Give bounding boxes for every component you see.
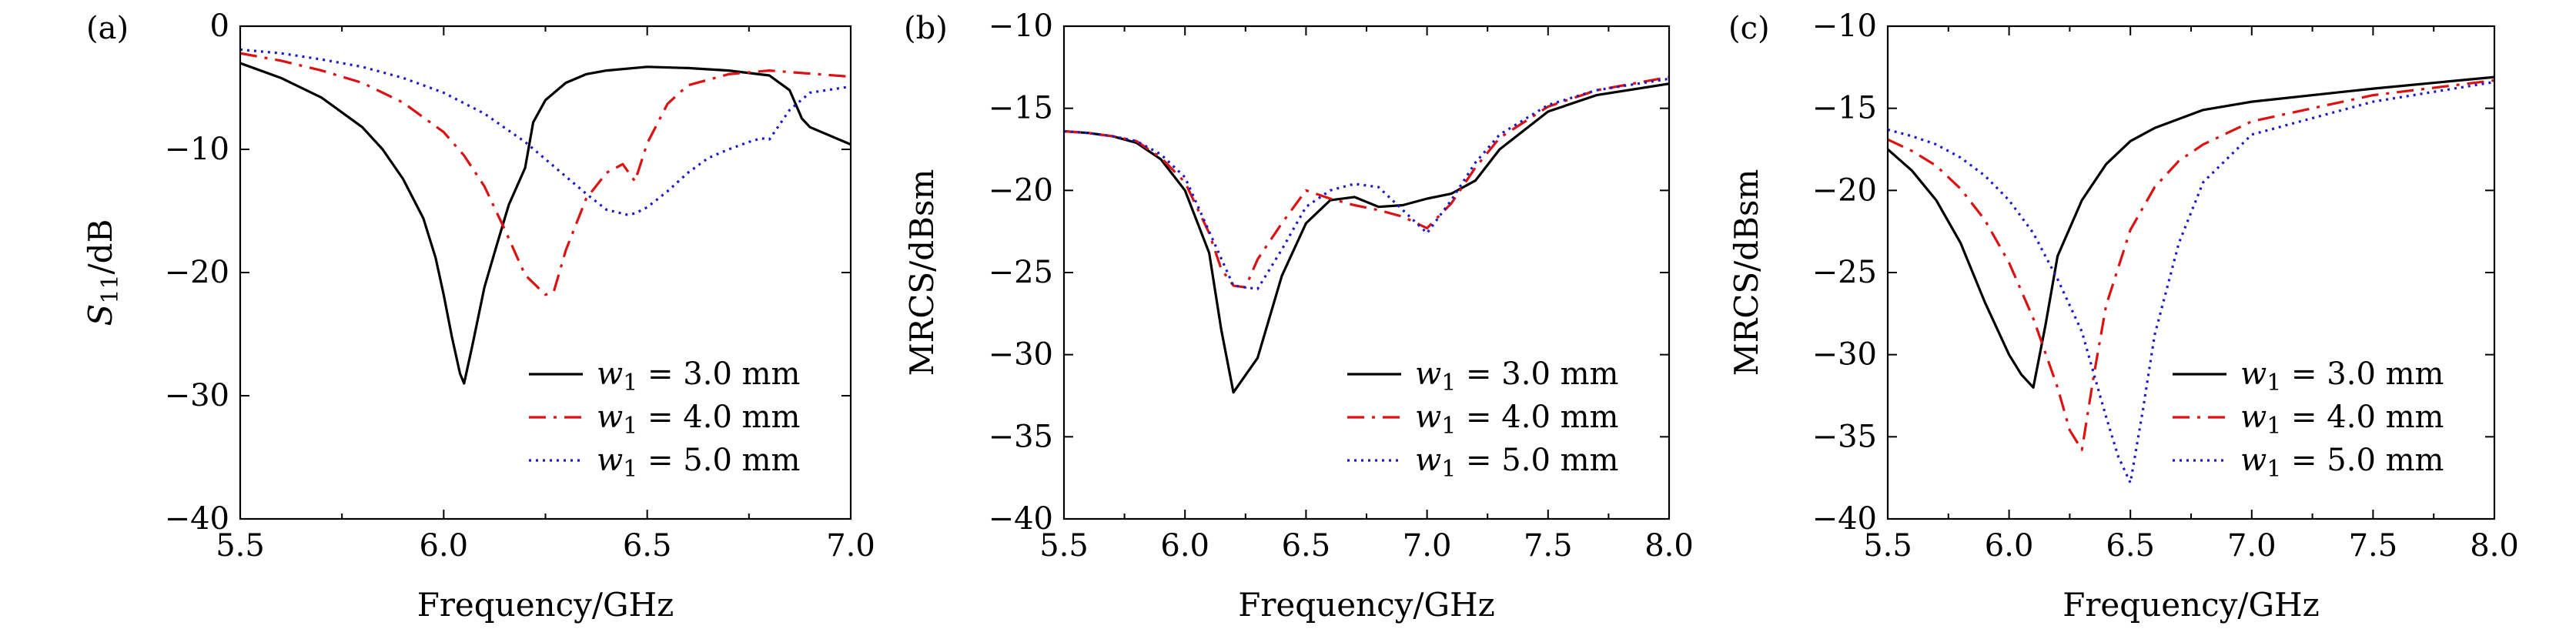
x-tick-label: 8.0 [1644, 528, 1694, 564]
legend-label-2: w1 = 4.0 mm [1415, 400, 1618, 440]
series-line-1 [1064, 82, 1669, 394]
y-tick-label: −30 [989, 337, 1053, 373]
series-line-2 [1888, 79, 2494, 452]
y-axis-title: MRCS/dBsm [1728, 169, 1765, 376]
chart-panel-3: 5.5 6.0 6.5 7.0 7.5 8.0 −10 −15 −20 −25 −30 −35 −40 (… [1728, 8, 2519, 624]
chart-panel-1: 5.5 6.0 6.5 7.0 0 −10 −20 −30 −40 (a) Frequency/GH… [82, 8, 875, 624]
x-tick-label: 6.5 [2106, 528, 2155, 564]
x-tick-label: 7.0 [826, 528, 875, 564]
x-tick-label: 7.5 [1524, 528, 1573, 564]
legend-label-3: w1 = 5.0 mm [1415, 443, 1618, 483]
y-tick-label: 0 [210, 8, 229, 44]
x-axis-title: Frequency/GHz [1238, 586, 1495, 624]
y-tick-label: −20 [1812, 172, 1877, 208]
x-tick-label: 5.5 [216, 528, 265, 564]
series-line-1 [240, 62, 851, 385]
x-tick-label: 6.5 [1282, 528, 1331, 564]
legend-label-3: w1 = 5.0 mm [597, 443, 800, 483]
series-line-3 [1888, 80, 2494, 484]
y-axis-title: S11/dB [82, 219, 124, 326]
chart-panel-2: 5.5 6.0 6.5 7.0 7.5 8.0 −10 −15 −20 −25 −30 −35 −40 (… [903, 8, 1694, 624]
y-tick-label: −10 [165, 132, 229, 167]
y-tick-label: −35 [1812, 419, 1877, 454]
panel-label: (b) [904, 11, 948, 46]
x-tick-label: 7.5 [2349, 528, 2398, 564]
x-tick-label: 6.5 [623, 528, 672, 564]
legend-label-2: w1 = 4.0 mm [597, 400, 800, 440]
y-tick-label: −25 [1812, 255, 1877, 290]
legend-label-3: w1 = 5.0 mm [2240, 443, 2444, 483]
x-tick-label: 6.0 [1160, 528, 1209, 564]
series-line-1 [1888, 75, 2494, 389]
series-line-2 [1064, 75, 1669, 289]
legend-label-2: w1 = 4.0 mm [2240, 400, 2444, 440]
y-tick-label: −10 [989, 8, 1053, 44]
y-tick-label: −25 [989, 255, 1053, 290]
y-tick-label: −40 [989, 501, 1053, 537]
x-axis-title: Frequency/GHz [417, 586, 674, 624]
y-tick-label: −20 [989, 172, 1053, 208]
panel-label: (a) [86, 11, 129, 46]
x-tick-label: 7.0 [1403, 528, 1452, 564]
panel-label: (c) [1728, 11, 1770, 46]
y-tick-label: −35 [989, 419, 1053, 454]
y-tick-label: −15 [1812, 91, 1877, 126]
y-tick-label: −30 [1812, 337, 1877, 373]
y-tick-label: −40 [1812, 501, 1877, 537]
x-tick-label: 5.5 [1863, 528, 1912, 564]
y-tick-label: −40 [165, 501, 229, 537]
y-axis-title: MRCS/dBsm [903, 169, 941, 376]
legend-label-1: w1 = 3.0 mm [597, 356, 800, 396]
series-line-2 [240, 52, 851, 296]
x-tick-label: 8.0 [2470, 528, 2519, 564]
legend-label-1: w1 = 3.0 mm [1415, 356, 1618, 396]
x-axis-title: Frequency/GHz [2062, 586, 2320, 624]
x-tick-label: 6.0 [420, 528, 469, 564]
x-tick-label: 5.5 [1039, 528, 1089, 564]
x-tick-label: 7.0 [2227, 528, 2277, 564]
legend-label-1: w1 = 3.0 mm [2240, 356, 2444, 396]
y-tick-label: −15 [989, 91, 1053, 126]
series-line-3 [240, 48, 851, 216]
y-tick-label: −10 [1812, 8, 1877, 44]
y-tick-label: −30 [165, 378, 229, 413]
y-tick-label: −20 [165, 255, 229, 290]
x-tick-label: 6.0 [1985, 528, 2034, 564]
series-line-3 [1064, 77, 1669, 290]
